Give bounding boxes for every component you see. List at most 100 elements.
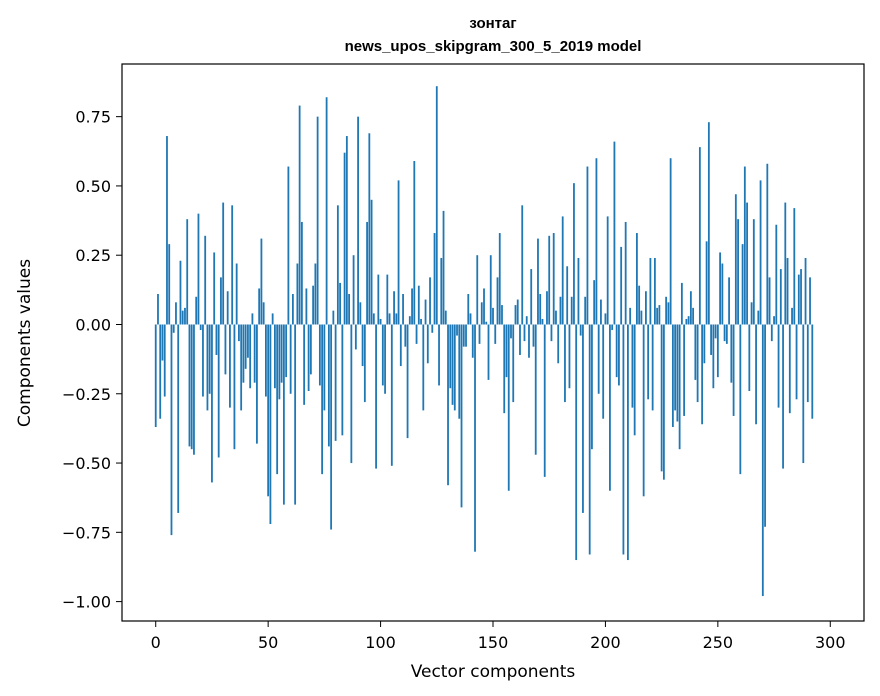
bar-237 [687, 316, 690, 325]
bar-178 [555, 310, 557, 325]
bar-176 [550, 324, 553, 342]
bar-254 [725, 324, 728, 344]
bar-187 [575, 324, 578, 561]
bar-135 [458, 324, 461, 419]
bar-278 [779, 269, 782, 325]
bar-180 [559, 296, 562, 325]
bar-1 [157, 294, 159, 325]
bar-209 [624, 221, 627, 325]
bar-152 [496, 277, 499, 325]
bar-253 [723, 324, 726, 342]
bar-204 [613, 141, 616, 325]
bar-185 [570, 296, 573, 325]
bar-41 [247, 324, 249, 358]
bars-group [154, 86, 814, 597]
bar-148 [487, 324, 490, 380]
bar-252 [721, 263, 724, 325]
y-tick-label-4: 0.00 [75, 315, 111, 334]
bar-92 [361, 324, 364, 367]
bar-34 [231, 205, 234, 325]
bar-216 [640, 310, 643, 325]
bar-291 [809, 277, 811, 325]
bar-119 [422, 324, 425, 411]
bar-115 [413, 160, 416, 325]
bar-224 [658, 305, 661, 325]
bar-220 [649, 257, 652, 325]
bar-256 [730, 324, 733, 383]
bar-102 [384, 324, 386, 394]
bar-149 [489, 255, 492, 325]
chart-title: зонтаг [469, 15, 516, 32]
bar-161 [516, 299, 519, 325]
bar-150 [492, 307, 494, 325]
bar-63 [296, 263, 299, 325]
bar-234 [680, 282, 683, 325]
bar-246 [707, 122, 710, 325]
bar-27 [215, 324, 218, 355]
bar-141 [471, 324, 474, 358]
bar-244 [703, 324, 706, 364]
x-tick-label-200: 200 [590, 633, 621, 652]
bar-164 [523, 324, 526, 342]
bar-108 [397, 180, 400, 325]
bar-281 [786, 257, 789, 325]
bar-7 [170, 324, 173, 536]
bar-199 [602, 324, 605, 419]
bar-184 [568, 324, 571, 389]
bar-113 [408, 316, 411, 325]
bar-255 [728, 277, 730, 325]
y-tick-label-6: 0.50 [75, 177, 111, 196]
bar-280 [784, 202, 787, 325]
bar-147 [485, 321, 488, 325]
y-tick-label-0: −1.00 [62, 593, 111, 612]
bar-128 [442, 210, 445, 325]
bar-137 [462, 324, 465, 347]
bar-263 [746, 202, 748, 325]
bar-193 [588, 324, 591, 555]
bar-110 [402, 294, 404, 325]
bar-168 [532, 324, 535, 347]
bar-195 [593, 280, 596, 325]
bar-226 [662, 324, 665, 480]
bar-205 [615, 324, 618, 378]
bar-58 [285, 324, 288, 378]
bar-81 [336, 205, 339, 325]
bar-173 [543, 324, 546, 477]
bar-221 [651, 324, 654, 411]
bar-103 [386, 274, 389, 325]
bar-189 [579, 324, 582, 336]
bar-59 [287, 166, 290, 325]
bar-124 [433, 233, 436, 325]
y-tick-label-5: 0.25 [75, 246, 111, 265]
bar-77 [327, 324, 330, 447]
bar-83 [341, 324, 344, 436]
bar-17 [193, 324, 195, 455]
bar-48 [262, 302, 265, 325]
bar-4 [163, 324, 166, 397]
bar-215 [638, 285, 641, 325]
y-tick-label-3: −0.25 [62, 385, 111, 404]
bar-14 [186, 219, 189, 325]
bar-279 [782, 324, 784, 469]
bar-290 [806, 324, 809, 403]
bar-44 [253, 324, 256, 383]
bar-213 [633, 324, 636, 436]
bar-134 [456, 324, 458, 336]
bar-40 [244, 324, 247, 369]
bar-129 [444, 310, 447, 325]
bar-33 [229, 324, 231, 408]
bar-186 [573, 183, 575, 325]
bar-94 [366, 221, 368, 325]
bar-11 [179, 260, 182, 325]
bar-68 [307, 324, 310, 391]
bar-228 [667, 302, 670, 325]
bar-230 [671, 324, 674, 428]
bar-249 [714, 324, 717, 339]
bar-177 [552, 233, 555, 325]
bar-286 [797, 274, 800, 325]
bar-218 [645, 291, 647, 325]
bar-206 [618, 324, 620, 386]
bar-227 [665, 296, 668, 325]
bar-190 [582, 324, 584, 513]
bar-120 [424, 299, 427, 325]
